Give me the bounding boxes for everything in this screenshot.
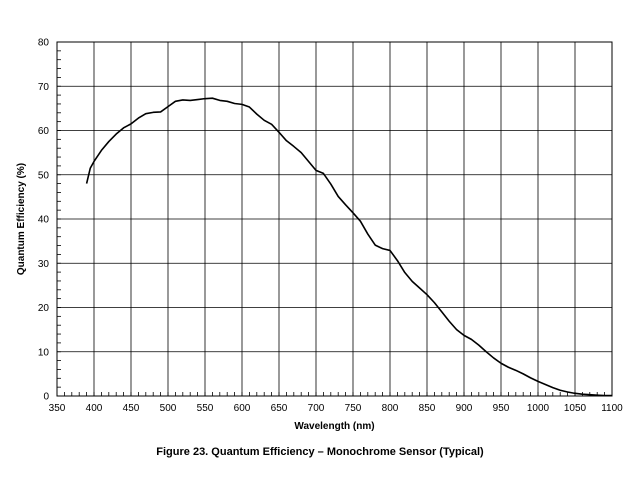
y-tick-label: 0 [43, 392, 49, 403]
x-tick-label: 1050 [564, 403, 587, 414]
x-tick-label: 900 [456, 403, 473, 414]
grid [56, 41, 613, 397]
quantum-efficiency-chart: 350 400 450 500 550 600 650 700 750 800 850 900 950 1… [16, 38, 624, 433]
x-tick-label: 350 [49, 403, 66, 414]
x-axis-label: Wavelength (nm) [294, 421, 374, 432]
x-tick-label: 800 [382, 403, 399, 414]
y-tick-label: 50 [38, 170, 50, 181]
minor-ticks [56, 41, 613, 397]
x-tick-label: 400 [86, 403, 103, 414]
x-tick-label: 650 [271, 403, 288, 414]
y-tick-label: 10 [38, 347, 50, 358]
x-tick-label: 850 [419, 403, 436, 414]
y-tick-label: 70 [38, 82, 50, 93]
x-tick-label: 500 [160, 403, 177, 414]
y-tick-label: 60 [38, 126, 50, 137]
y-tick-label: 80 [38, 38, 50, 49]
x-tick-label: 1100 [601, 403, 623, 414]
y-tick-labels: 0 10 20 30 40 50 60 70 80 [38, 38, 50, 403]
x-tick-label: 550 [197, 403, 214, 414]
plot-frame [56, 41, 613, 397]
series-line [85, 97, 612, 397]
y-tick-label: 30 [38, 259, 50, 270]
x-tick-label: 950 [493, 403, 510, 414]
x-tick-label: 1000 [527, 403, 550, 414]
y-axis-label: Quantum Efficiency (%) [16, 163, 27, 275]
x-tick-label: 750 [345, 403, 362, 414]
y-tick-label: 40 [38, 215, 50, 226]
figure-caption: Figure 23. Quantum Efficiency – Monochro… [156, 446, 484, 458]
x-tick-label: 600 [234, 403, 251, 414]
x-tick-labels: 350 400 450 500 550 600 650 700 750 800 850 900 950 1… [49, 403, 624, 414]
y-tick-label: 20 [38, 303, 50, 314]
x-tick-label: 700 [308, 403, 325, 414]
x-tick-label: 450 [123, 403, 140, 414]
